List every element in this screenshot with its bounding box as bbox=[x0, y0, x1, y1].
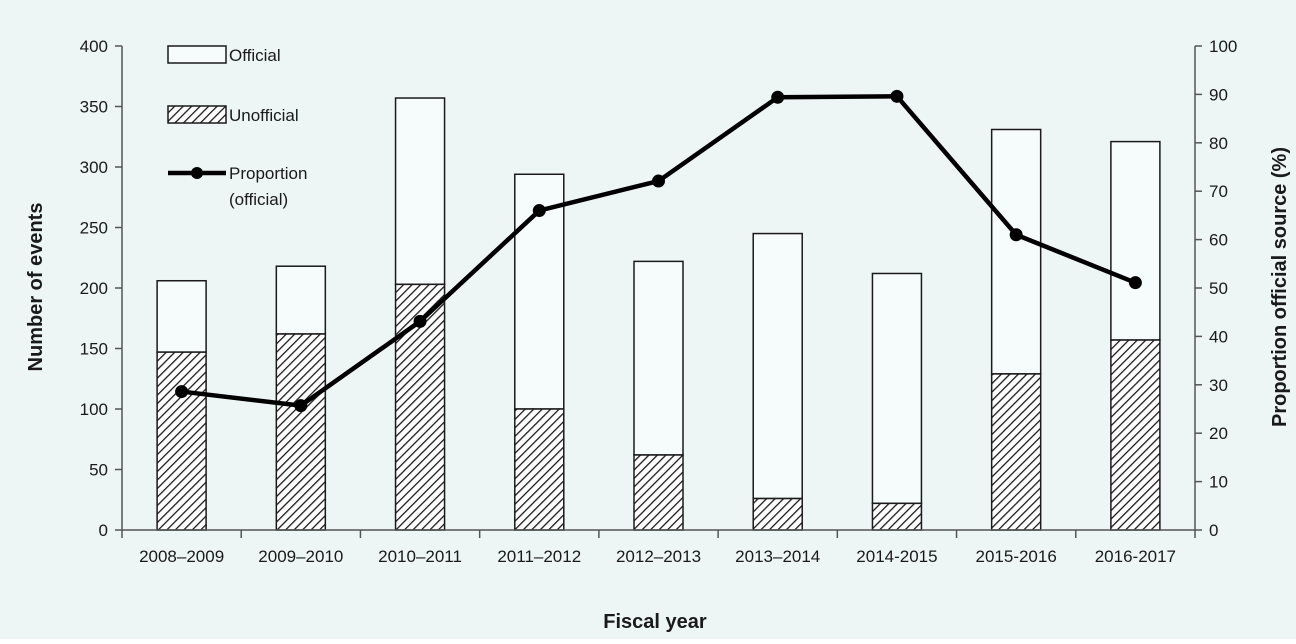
legend-label-proportion-line2: (official) bbox=[229, 190, 288, 209]
bar-unofficial-6 bbox=[871, 502, 923, 531]
y-tick-label-200: 200 bbox=[80, 279, 108, 298]
bar-unofficial-4 bbox=[633, 454, 684, 531]
y2-tick-label-40: 40 bbox=[1209, 327, 1228, 346]
bar-official-6 bbox=[871, 272, 923, 505]
y-tick-label-0: 0 bbox=[99, 521, 108, 540]
bar-official-2 bbox=[394, 97, 446, 286]
legend-marker-proportion bbox=[191, 167, 203, 179]
proportion-point-8 bbox=[1128, 276, 1142, 290]
x-tick-label-4: 2012–2013 bbox=[616, 547, 701, 566]
y2-tick-label-80: 80 bbox=[1209, 134, 1228, 153]
y2-tick-label-50: 50 bbox=[1209, 279, 1228, 298]
bar-official-5 bbox=[752, 232, 803, 500]
bar-unofficial-8 bbox=[1110, 339, 1161, 531]
x-tick-label-3: 2011–2012 bbox=[497, 547, 581, 566]
legend-label-proportion-line1: Proportion bbox=[229, 164, 307, 183]
bar-official-7 bbox=[990, 128, 1042, 375]
y-tick-label-100: 100 bbox=[80, 400, 108, 419]
line-layer bbox=[175, 89, 1142, 413]
y2-tick-label-70: 70 bbox=[1209, 182, 1228, 201]
x-tick-label-6: 2014-2015 bbox=[856, 547, 937, 566]
y2-tick-label-90: 90 bbox=[1209, 85, 1228, 104]
bar-unofficial-7 bbox=[990, 373, 1042, 531]
proportion-point-5 bbox=[771, 90, 785, 104]
labels-layer: Number of events Proportion official sou… bbox=[25, 147, 1291, 633]
bar-official-1 bbox=[275, 265, 327, 335]
x-tick-label-7: 2015-2016 bbox=[976, 547, 1057, 566]
y2-tick-label-0: 0 bbox=[1209, 521, 1218, 540]
bar-unofficial-3 bbox=[514, 408, 565, 531]
legend-label-official: Official bbox=[229, 46, 281, 65]
proportion-point-4 bbox=[652, 174, 665, 188]
proportion-point-7 bbox=[1009, 228, 1023, 242]
y2-tick-label-10: 10 bbox=[1209, 473, 1228, 492]
axes-layer: 0 50 100 150 200 250 300 350 400 0 10 20 30 40 50 60 70 8… bbox=[80, 37, 1238, 566]
y2-tick-label-30: 30 bbox=[1209, 376, 1228, 395]
proportion-point-3 bbox=[532, 204, 546, 218]
y-tick-label-250: 250 bbox=[80, 219, 108, 238]
bar-unofficial-1 bbox=[275, 333, 327, 531]
y2-tick-label-20: 20 bbox=[1209, 424, 1228, 443]
x-tick-label-2: 2010–2011 bbox=[378, 547, 462, 566]
x-tick-label-8: 2016-2017 bbox=[1095, 547, 1176, 566]
y2-tick-label-60: 60 bbox=[1209, 231, 1228, 250]
x-tick-label-0: 2008–2009 bbox=[139, 547, 224, 566]
x-axis-title: Fiscal year bbox=[603, 611, 707, 633]
legend: Official Unofficial Proportion (official… bbox=[167, 45, 307, 209]
y-tick-label-150: 150 bbox=[80, 340, 108, 359]
bar-official-0 bbox=[156, 279, 207, 353]
legend-label-unofficial: Unofficial bbox=[229, 106, 299, 125]
y-tick-label-350: 350 bbox=[80, 98, 108, 117]
proportion-point-1 bbox=[294, 399, 308, 413]
legend-swatch-unofficial bbox=[167, 105, 227, 124]
bars-layer bbox=[156, 97, 1161, 531]
x-tick-label-5: 2013–2014 bbox=[735, 547, 820, 566]
y-tick-label-50: 50 bbox=[89, 461, 108, 480]
x-tick-label-1: 2009–2010 bbox=[258, 547, 343, 566]
bar-unofficial-0 bbox=[156, 351, 207, 531]
bar-official-8 bbox=[1110, 140, 1161, 341]
proportion-point-6 bbox=[890, 89, 904, 103]
proportion-point-2 bbox=[413, 314, 427, 328]
proportion-point-0 bbox=[175, 385, 189, 399]
bar-unofficial-5 bbox=[752, 497, 803, 531]
bar-official-4 bbox=[633, 260, 684, 456]
y-axis-title: Number of events bbox=[25, 203, 47, 372]
legend-swatch-official bbox=[167, 45, 227, 64]
y2-tick-label-100: 100 bbox=[1209, 37, 1237, 56]
y-tick-label-400: 400 bbox=[80, 37, 108, 56]
y2-axis-title: Proportion official source (%) bbox=[1269, 147, 1291, 427]
y-tick-label-300: 300 bbox=[80, 158, 108, 177]
